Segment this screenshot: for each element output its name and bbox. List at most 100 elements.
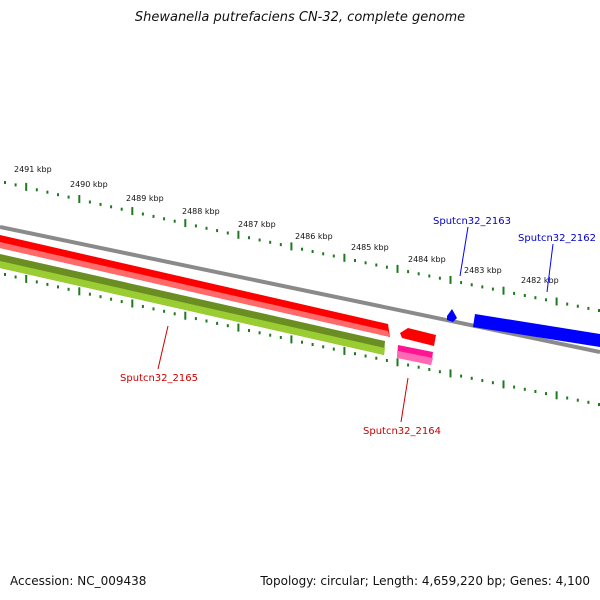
ruler-minor-tick bbox=[545, 392, 547, 396]
ruler-major-tick bbox=[502, 286, 505, 295]
ruler-minor-tick bbox=[364, 261, 367, 265]
ruler-minor-tick bbox=[491, 381, 494, 385]
accession-text: Accession: NC_009438 bbox=[10, 574, 147, 588]
ruler-minor-tick bbox=[322, 345, 325, 349]
ruler-minor-tick bbox=[491, 287, 494, 291]
ruler-major-tick bbox=[449, 369, 452, 378]
ruler-minor-tick bbox=[598, 309, 600, 312]
ruler-major-tick bbox=[78, 287, 81, 296]
ruler-major-tick bbox=[343, 253, 346, 262]
feature-Sputcn32_2162[interactable] bbox=[473, 314, 600, 347]
ruler-minor-tick bbox=[481, 379, 484, 382]
ruler-minor-tick bbox=[4, 181, 6, 184]
feature-forward-red-small[interactable] bbox=[400, 328, 436, 346]
ruler-minor-tick bbox=[152, 214, 155, 218]
ruler-minor-tick bbox=[67, 195, 70, 199]
ruler-major-tick bbox=[131, 207, 134, 216]
ruler-major-tick bbox=[131, 299, 134, 308]
ruler-minor-tick bbox=[120, 300, 123, 304]
ruler-minor-tick bbox=[216, 229, 219, 233]
ruler-minor-tick bbox=[258, 331, 261, 335]
ruler-minor-tick bbox=[57, 193, 59, 197]
ruler-major-tick bbox=[290, 335, 293, 344]
ruler-minor-tick bbox=[57, 285, 59, 289]
scale-label: 2488 kbp bbox=[182, 207, 220, 216]
ruler-minor-tick bbox=[523, 387, 526, 391]
label-Sputcn32_2162: Sputcn32_2162 bbox=[518, 233, 596, 244]
ruler-minor-tick bbox=[279, 336, 282, 339]
feature-Sputcn32_2165-highlight bbox=[0, 261, 385, 355]
ruler-minor-tick bbox=[35, 188, 38, 192]
ruler-minor-tick bbox=[587, 400, 590, 404]
ruler-minor-tick bbox=[438, 276, 441, 280]
ruler-minor-tick bbox=[417, 365, 420, 369]
ruler-major-tick bbox=[184, 219, 187, 228]
ruler-minor-tick bbox=[301, 340, 303, 344]
ruler-minor-tick bbox=[375, 356, 378, 360]
ruler-minor-tick bbox=[407, 363, 410, 367]
ruler-major-tick bbox=[396, 358, 399, 367]
ruler-minor-tick bbox=[194, 224, 197, 228]
ruler-minor-tick bbox=[566, 396, 569, 400]
ruler-minor-tick bbox=[354, 352, 356, 356]
ruler-minor-tick bbox=[587, 306, 590, 310]
ruler-minor-tick bbox=[428, 368, 431, 371]
connector-Sputcn32_2165 bbox=[157, 325, 169, 370]
feature-Sputcn32_2164-highlight bbox=[397, 351, 433, 365]
feature-Sputcn32_2163[interactable] bbox=[447, 309, 457, 322]
ruler-minor-tick bbox=[513, 385, 516, 389]
scale-label: 2484 kbp bbox=[408, 255, 446, 264]
ruler-minor-tick bbox=[438, 370, 441, 374]
ruler-minor-tick bbox=[226, 324, 229, 328]
ruler-minor-tick bbox=[470, 283, 473, 287]
ruler-minor-tick bbox=[46, 190, 49, 194]
ruler-minor-tick bbox=[14, 183, 17, 187]
ruler-minor-tick bbox=[545, 298, 547, 302]
ruler-minor-tick bbox=[311, 250, 314, 253]
ruler-minor-tick bbox=[110, 205, 113, 209]
ruler-minor-tick bbox=[598, 403, 600, 406]
ruler-minor-tick bbox=[99, 202, 102, 206]
ruler-minor-tick bbox=[46, 282, 49, 286]
ruler-minor-tick bbox=[173, 219, 176, 223]
ruler-minor-tick bbox=[566, 302, 569, 306]
ruler-minor-tick bbox=[205, 226, 208, 230]
ruler-minor-tick bbox=[248, 329, 250, 332]
scale-label: 2489 kbp bbox=[126, 194, 164, 203]
genome-summary-text: Topology: circular; Length: 4,659,220 bp… bbox=[260, 574, 590, 588]
ruler-minor-tick bbox=[248, 236, 250, 240]
ruler-minor-tick bbox=[194, 317, 197, 321]
ruler-major-tick bbox=[78, 195, 81, 203]
ruler-minor-tick bbox=[110, 297, 113, 301]
ruler-minor-tick bbox=[385, 359, 388, 362]
ruler-minor-tick bbox=[460, 374, 463, 378]
ruler-minor-tick bbox=[375, 263, 378, 267]
ruler-minor-tick bbox=[332, 347, 335, 351]
ruler-minor-tick bbox=[4, 273, 6, 276]
connector-Sputcn32_2162 bbox=[546, 243, 554, 293]
ruler-minor-tick bbox=[258, 238, 261, 242]
ruler-minor-tick bbox=[322, 252, 325, 256]
ruler-major-tick bbox=[396, 264, 399, 273]
ruler-minor-tick bbox=[269, 333, 272, 337]
ruler-minor-tick bbox=[385, 265, 388, 269]
ruler-minor-tick bbox=[311, 343, 314, 346]
label-Sputcn32_2164: Sputcn32_2164 bbox=[363, 426, 441, 437]
ruler-minor-tick bbox=[269, 240, 272, 244]
ruler-minor-tick bbox=[216, 321, 219, 325]
ruler-minor-tick bbox=[513, 291, 516, 295]
ruler-minor-tick bbox=[163, 217, 166, 221]
scale-label: 2487 kbp bbox=[238, 220, 276, 229]
ruler-major-tick bbox=[290, 242, 293, 251]
ruler-upper bbox=[4, 181, 600, 312]
ruler-minor-tick bbox=[576, 304, 579, 308]
ruler-minor-tick bbox=[364, 354, 367, 358]
ruler-minor-tick bbox=[470, 376, 473, 380]
connector-Sputcn32_2164 bbox=[400, 377, 409, 423]
scale-label: 2485 kbp bbox=[351, 243, 389, 252]
ruler-minor-tick bbox=[417, 272, 420, 276]
genome-backbone bbox=[0, 225, 600, 354]
scale-label: 2490 kbp bbox=[70, 180, 108, 189]
ruler-major-tick bbox=[25, 182, 28, 191]
